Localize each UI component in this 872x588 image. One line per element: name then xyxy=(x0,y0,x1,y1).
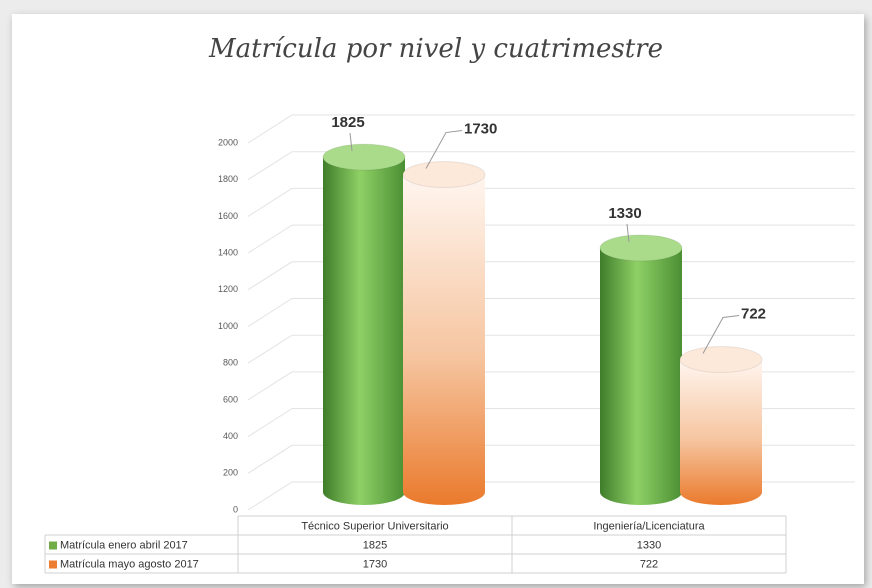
grid-line xyxy=(247,151,855,181)
bar xyxy=(323,157,405,505)
grid-line xyxy=(247,114,855,144)
bar-top xyxy=(322,143,406,171)
y-tick-label: 1000 xyxy=(218,321,238,331)
leader-line xyxy=(702,315,740,354)
table-cell: 1330 xyxy=(637,539,661,551)
legend-key xyxy=(49,541,57,550)
table-header: Técnico Superior Universitario xyxy=(301,520,448,532)
y-tick-label: 1600 xyxy=(218,211,238,221)
bar-top xyxy=(679,346,763,374)
bar-top xyxy=(599,234,683,262)
data-label: 1825 xyxy=(331,114,364,131)
y-tick-label: 2000 xyxy=(218,137,238,147)
y-tick-label: 1800 xyxy=(218,174,238,184)
bar xyxy=(403,174,485,506)
table-cell: 722 xyxy=(640,558,658,570)
data-label: 722 xyxy=(741,305,766,322)
y-tick-label: 1200 xyxy=(218,284,238,294)
bar xyxy=(680,359,762,505)
y-tick-label: 600 xyxy=(223,394,238,404)
y-tick-label: 1400 xyxy=(218,247,238,257)
data-label: 1330 xyxy=(608,205,641,222)
data-label: 1730 xyxy=(464,121,497,138)
table-header: Ingeniería/Licenciatura xyxy=(593,520,705,532)
legend-label: Matrícula enero abril 2017 xyxy=(60,539,188,551)
legend-key xyxy=(49,560,57,569)
y-tick-label: 800 xyxy=(223,358,238,368)
y-tick-label: 200 xyxy=(223,468,238,478)
grid-line xyxy=(247,224,855,254)
y-tick-label: 0 xyxy=(233,504,238,514)
leader-line xyxy=(425,130,463,169)
grid-line xyxy=(247,187,855,217)
table-cell: 1730 xyxy=(363,558,387,570)
legend-label: Matrícula mayo agosto 2017 xyxy=(60,558,199,570)
bar xyxy=(600,247,682,505)
bar-top xyxy=(402,161,486,189)
chart-title: Matrícula por nivel y cuatrimestre xyxy=(208,34,663,64)
leader-line xyxy=(626,223,630,243)
y-tick-label: 400 xyxy=(223,431,238,441)
table-cell: 1825 xyxy=(363,539,387,551)
leader-line xyxy=(349,133,353,152)
